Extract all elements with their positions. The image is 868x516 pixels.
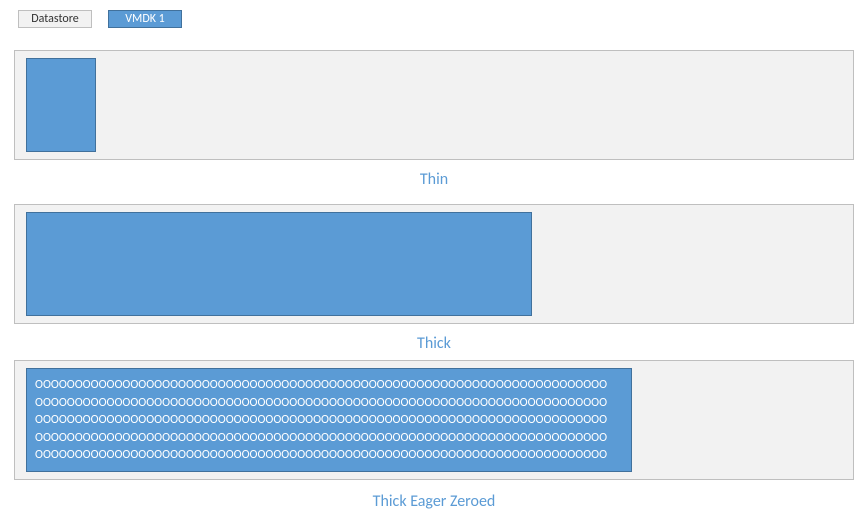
zeros-row: OOOOOOOOOOOOOOOOOOOOOOOOOOOOOOOOOOOOOOOO… — [35, 395, 623, 411]
datastore-thin — [14, 50, 854, 160]
legend-vmdk: VMDK 1 — [108, 10, 182, 28]
legend-datastore-label: Datastore — [31, 13, 78, 25]
diagram-canvas: Datastore VMDK 1 Thin Thick OOOOOOOOOOOO… — [0, 0, 868, 516]
zeros-content: OOOOOOOOOOOOOOOOOOOOOOOOOOOOOOOOOOOOOOOO… — [35, 377, 623, 463]
caption-eager: Thick Eager Zeroed — [0, 492, 868, 511]
legend-vmdk-label: VMDK 1 — [125, 13, 164, 25]
vmdk-thick — [26, 212, 532, 316]
zeros-row: OOOOOOOOOOOOOOOOOOOOOOOOOOOOOOOOOOOOOOOO… — [35, 447, 623, 463]
legend-datastore: Datastore — [18, 10, 92, 28]
caption-thick: Thick — [0, 334, 868, 353]
vmdk-eager: OOOOOOOOOOOOOOOOOOOOOOOOOOOOOOOOOOOOOOOO… — [26, 368, 632, 472]
caption-thin: Thin — [0, 170, 868, 189]
zeros-row: OOOOOOOOOOOOOOOOOOOOOOOOOOOOOOOOOOOOOOOO… — [35, 430, 623, 446]
vmdk-thin — [26, 58, 96, 152]
zeros-row: OOOOOOOOOOOOOOOOOOOOOOOOOOOOOOOOOOOOOOOO… — [35, 377, 623, 393]
zeros-row: OOOOOOOOOOOOOOOOOOOOOOOOOOOOOOOOOOOOOOOO… — [35, 412, 623, 428]
